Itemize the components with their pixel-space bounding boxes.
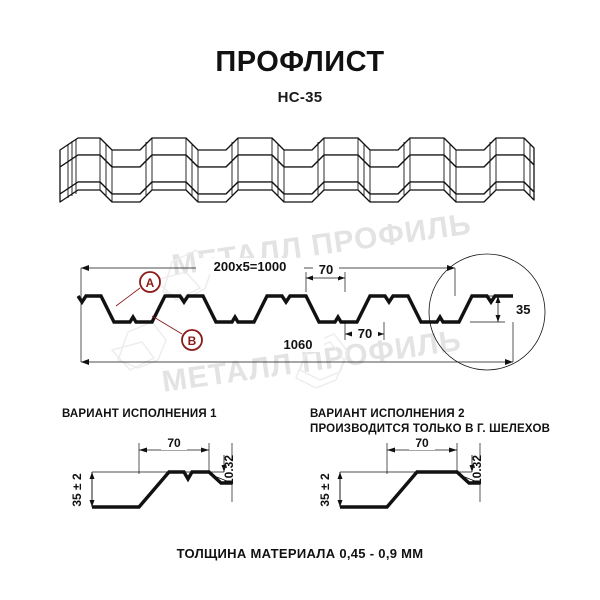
dimension-overall-pitch: 200x5=1000	[81, 258, 455, 274]
variant-1-caption: ВАРИАНТ ИСПОЛНЕНИЯ 1	[62, 407, 217, 422]
variant-2-dimension-lip: 10.32	[469, 455, 484, 485]
variant-2-caption-line-2: ПРОИЗВОДИТСЯ ТОЛЬКО В Г. ШЕЛЕХОВ	[310, 423, 551, 435]
page-title: ПРОФЛИСТ	[215, 46, 385, 78]
dimension-height-label: 35	[516, 302, 530, 317]
marker-b-label: B	[188, 334, 197, 348]
dimension-height: 35	[495, 296, 530, 322]
variant-1-dimension-lip: 10.32	[221, 455, 236, 485]
variant-1-profile	[92, 470, 232, 509]
watermark-logo-icon-2	[110, 321, 167, 371]
product-code: НС-35	[277, 89, 323, 106]
variant-2-dimension-flat: 70	[387, 436, 457, 453]
dimension-total-width: 1060	[81, 336, 513, 365]
variant-2-flat-label: 70	[415, 436, 429, 450]
variant-2-caption-line-1: ВАРИАНТ ИСПОЛНЕНИЯ 2	[310, 408, 465, 420]
variant-2-caption: ВАРИАНТ ИСПОЛНЕНИЯ 2 ПРОИЗВОДИТСЯ ТОЛЬКО…	[310, 407, 550, 437]
variant-1-dimension-height: 35 ± 2	[70, 472, 95, 507]
variant-1-height-label: 35 ± 2	[70, 473, 84, 507]
detail-circle	[428, 253, 546, 371]
dimension-crest-width: 70	[306, 262, 345, 281]
variant-2-dimension-height: 35 ± 2	[318, 472, 343, 507]
dimension-valley-width-label: 70	[358, 326, 372, 341]
page-header: ПРОФЛИСТ НС-35	[0, 46, 600, 107]
dimension-valley-width: 70	[345, 326, 384, 341]
variant-2-lip-label: 10.32	[470, 455, 484, 485]
marker-a: A	[115, 271, 161, 307]
marker-b: B	[151, 315, 203, 351]
variant-2-profile	[340, 470, 480, 509]
cross-section-profile	[76, 294, 513, 324]
variant-1-lip-label: 10.32	[222, 455, 236, 485]
variant-1-caption-line-1: ВАРИАНТ ИСПОЛНЕНИЯ 1	[62, 408, 217, 420]
dimension-crest-width-label: 70	[319, 262, 333, 277]
variant-1-flat-label: 70	[167, 436, 181, 450]
material-thickness-note: ТОЛЩИНА МАТЕРИАЛА 0,45 - 0,9 ММ	[176, 546, 424, 561]
variant-1-dimension-flat: 70	[139, 436, 209, 453]
dimension-overall-pitch-label: 200x5=1000	[214, 259, 287, 274]
marker-a-label: A	[146, 276, 155, 290]
profile-fold-lines	[67, 138, 531, 202]
dimension-total-width-label: 1060	[284, 337, 313, 352]
variant-2-height-label: 35 ± 2	[318, 473, 332, 507]
